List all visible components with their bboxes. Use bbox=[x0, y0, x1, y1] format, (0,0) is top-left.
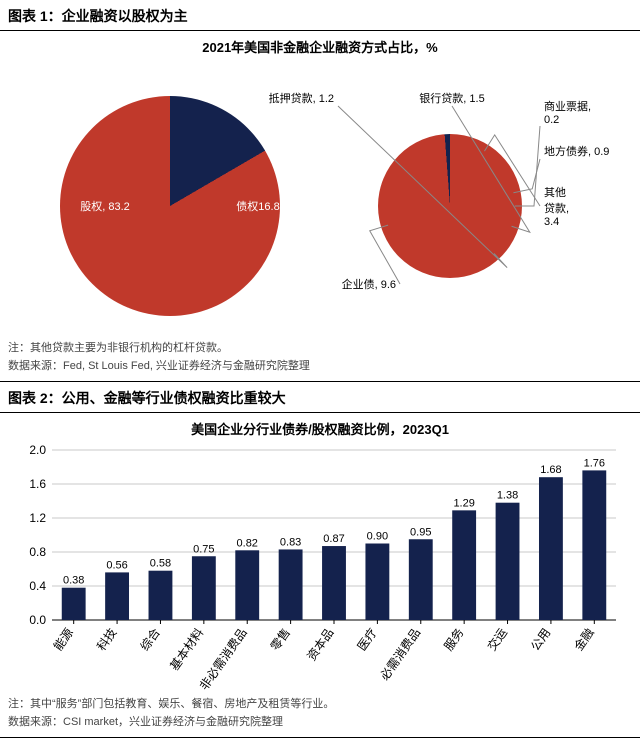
bar-value-label: 0.56 bbox=[106, 560, 127, 572]
bar bbox=[62, 588, 86, 620]
bar bbox=[322, 546, 346, 620]
figure-1-heading: 图表 1：企业融资以股权为主 bbox=[0, 0, 640, 31]
bar-value-label: 1.38 bbox=[497, 490, 518, 502]
bar-value-label: 0.75 bbox=[193, 543, 214, 555]
bar bbox=[409, 539, 433, 620]
x-category-label: 能源 bbox=[51, 626, 76, 654]
pie-callout-label: 商业票据, 0.2 bbox=[544, 98, 591, 126]
bar-value-label: 0.83 bbox=[280, 537, 301, 549]
pie-callout-label: 地方债券, 0.9 bbox=[544, 143, 609, 159]
figure-1-notes: 注：其他贷款主要为非银行机构的杠杆贷款。 数据来源：Fed, St Louis … bbox=[0, 336, 640, 381]
figure-2-panel: 图表 2：公用、金融等行业债权融资比重较大 美国企业分行业债券/股权融资比例，2… bbox=[0, 382, 640, 738]
x-category-label: 服务 bbox=[441, 625, 467, 653]
x-category-label: 交运 bbox=[484, 625, 510, 653]
x-category-label: 医疗 bbox=[355, 626, 380, 654]
bar-value-label: 0.82 bbox=[237, 537, 258, 549]
x-category-label: 综合 bbox=[137, 625, 163, 653]
bar bbox=[539, 477, 563, 620]
bar bbox=[192, 556, 216, 620]
pie-callout-label: 银行贷款, 1.5 bbox=[419, 90, 484, 106]
x-category-label: 资本品 bbox=[304, 626, 336, 664]
x-category-label: 基本材料 bbox=[167, 626, 206, 673]
y-tick-label: 0.0 bbox=[29, 613, 46, 627]
bar bbox=[582, 471, 606, 621]
bar-value-label: 1.29 bbox=[453, 498, 474, 510]
bar bbox=[149, 571, 173, 620]
x-category-label: 金融 bbox=[571, 625, 597, 653]
figure-1-note1: 注：其他贷款主要为非银行机构的杠杆贷款。 bbox=[8, 340, 632, 358]
figure-1-title: 2021年美国非金融企业融资方式占比，% bbox=[0, 31, 640, 56]
bar-value-label: 0.38 bbox=[63, 575, 84, 587]
figure-1-panel: 图表 1：企业融资以股权为主 2021年美国非金融企业融资方式占比，% 股权, … bbox=[0, 0, 640, 382]
y-tick-label: 0.4 bbox=[29, 579, 46, 593]
pie-callout-label: 企业债, 9.6 bbox=[342, 276, 396, 292]
figure-1-note2: 数据来源：Fed, St Louis Fed, 兴业证券经济与金融研究院整理 bbox=[8, 358, 632, 376]
x-category-label: 零售 bbox=[267, 625, 293, 653]
x-category-label: 科技 bbox=[94, 626, 119, 654]
x-category-label: 必需消费品 bbox=[377, 626, 423, 683]
bar bbox=[105, 573, 129, 621]
bar-chart-area: 0.0 0.4 0.8 1.2 1.6 2.0 0.38 能源 0.56 科技 0.58 综合 0.75… bbox=[0, 438, 640, 692]
y-tick-label: 1.2 bbox=[29, 511, 46, 525]
bar-value-label: 0.90 bbox=[367, 531, 388, 543]
bar bbox=[496, 503, 520, 620]
figure-2-title: 美国企业分行业债券/股权融资比例，2023Q1 bbox=[0, 413, 640, 438]
bar-value-label: 1.68 bbox=[540, 464, 561, 476]
bar-value-label: 1.76 bbox=[584, 458, 605, 470]
figure-2-heading: 图表 2：公用、金融等行业债权融资比重较大 bbox=[0, 382, 640, 413]
bar-value-label: 0.95 bbox=[410, 526, 431, 538]
x-category-label: 公用 bbox=[528, 626, 553, 654]
bar bbox=[235, 550, 259, 620]
pie-callout-label: 其他 贷款, 3.4 bbox=[544, 184, 569, 228]
y-tick-label: 2.0 bbox=[29, 443, 46, 457]
pie-callout-label: 抵押贷款, 1.2 bbox=[269, 90, 334, 106]
pie-charts-area: 股权, 83.2债权16.8企业债, 9.6其他 贷款, 3.4地方债券, 0.… bbox=[0, 56, 640, 336]
bar bbox=[279, 550, 303, 621]
bar-chart-svg: 0.0 0.4 0.8 1.2 1.6 2.0 0.38 能源 0.56 科技 0.58 综合 0.75… bbox=[16, 442, 624, 692]
bar-value-label: 0.58 bbox=[150, 558, 171, 570]
y-tick-label: 1.6 bbox=[29, 477, 46, 491]
figure-2-notes: 注：其中“服务”部门包括教育、娱乐、餐宿、房地产及租赁等行业。 数据来源：CSI… bbox=[0, 692, 640, 737]
figure-2-note1: 注：其中“服务”部门包括教育、娱乐、餐宿、房地产及租赁等行业。 bbox=[8, 696, 632, 714]
y-tick-label: 0.8 bbox=[29, 545, 46, 559]
bar-value-label: 0.87 bbox=[323, 533, 344, 545]
bar bbox=[365, 544, 389, 621]
bar bbox=[452, 511, 476, 621]
figure-2-note2: 数据来源：CSI market，兴业证券经济与金融研究院整理 bbox=[8, 714, 632, 732]
